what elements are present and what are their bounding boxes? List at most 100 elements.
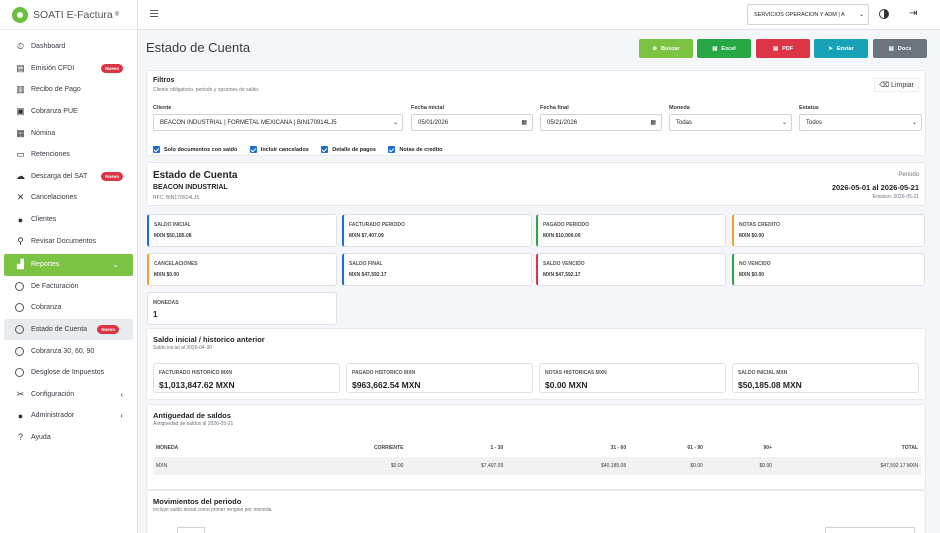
solo-saldo-checkbox[interactable]: Solo documentos con saldo	[153, 146, 237, 153]
antiguedad-subtitle: Antiguedad de saldos al 2026-05-21	[153, 421, 234, 427]
calendar-icon[interactable]: ▦	[650, 120, 656, 126]
column-header: 1 - 30	[490, 445, 504, 451]
sidebar-item-estado-de-cuenta[interactable]: Estado de Cuenta Nuevo	[4, 318, 133, 341]
chk4-label: Notas de credito	[399, 146, 443, 153]
docs-button[interactable]: ▤ Docs	[873, 39, 927, 58]
close-icon: ✕	[16, 192, 25, 203]
sidebar-item-label: Dashboard	[31, 43, 66, 51]
sidebar-item-cancelaciones[interactable]: ✕ Cancelaciones	[0, 187, 137, 209]
checkbox-checked-icon	[153, 146, 160, 153]
circle-icon	[15, 325, 24, 335]
column-header: CORRIENTE	[373, 445, 404, 451]
table-row: MXN $0.00 $7,407.09 $40,185.08 $0.00 $0.00 $47…	[153, 457, 921, 475]
sidebar-item-label: Revisar Documentos	[31, 237, 96, 245]
table-search-input[interactable]	[825, 527, 915, 533]
circle-icon	[15, 281, 24, 291]
filter-checkboxes: Solo documentos con saldo Incluir cancel…	[153, 140, 451, 158]
chevron-left-icon: ‹	[120, 389, 123, 399]
id-card-icon: ▭	[16, 149, 25, 160]
historico-item: NOTAS HISTORICAS MXN $0.00 MXN	[539, 363, 726, 393]
cloud-download-icon: ☁	[16, 170, 25, 181]
logout-icon[interactable]: ⇥	[909, 8, 918, 19]
sidebar: SOATI E-Factura ® ⏲ Dashboard ▤ Emisión CFD…	[0, 0, 138, 533]
column-header: 31 - 60	[610, 445, 627, 451]
menu-toggle-icon[interactable]	[150, 10, 158, 18]
sidebar-item-ayuda[interactable]: ? Ayuda	[0, 427, 137, 449]
kpi-value: MXN $0.00	[739, 233, 765, 239]
sidebar-item-descarga-del-sat[interactable]: ☁ Descarga del SAT Nuevo	[0, 166, 137, 188]
kpi-label: PAGADO PERIODO	[543, 222, 590, 228]
new-badge: Nuevo	[97, 325, 119, 335]
excel-label: Excel	[721, 45, 736, 52]
sidebar-item-configuracion[interactable]: ✂ Configuración ‹	[0, 384, 137, 406]
enviar-label: Enviar	[836, 45, 854, 52]
circle-icon	[15, 346, 24, 356]
sidebar-item-dashboard[interactable]: ⏲ Dashboard	[0, 36, 137, 58]
excel-file-icon: ▤	[712, 45, 718, 52]
sidebar-nav: ⏲ Dashboard ▤ Emisión CFDI Nuevo ▥ Recibo de P…	[0, 30, 137, 448]
sidebar-item-label: Emisión CFDI	[31, 64, 75, 72]
buscar-button[interactable]: ⊚ Buscar	[639, 39, 693, 58]
table-cell: $40,185.08	[601, 463, 627, 469]
statement-title: Estado de Cuenta	[153, 170, 238, 181]
new-badge: Nuevo	[101, 63, 123, 73]
fecha-inicial-input[interactable]: 05/01/2026 ▦	[411, 114, 533, 131]
sidebar-item-desglose-de-impuestos[interactable]: Desglose de Impuestos	[0, 362, 137, 384]
pdf-button[interactable]: ▤ PDF	[756, 39, 810, 58]
calendar-icon[interactable]: ▦	[521, 120, 527, 126]
brand[interactable]: SOATI E-Factura ®	[0, 0, 137, 30]
historico-value: $50,185.08 MXN	[738, 380, 802, 390]
sidebar-item-nomina[interactable]: ▦ Nómina	[0, 122, 137, 144]
notas-credito-checkbox[interactable]: Notas de credito	[388, 146, 443, 153]
fecha-final-input[interactable]: 05/21/2026 ▦	[540, 114, 662, 131]
cash-icon: ▣	[16, 106, 25, 117]
limpiar-button[interactable]: ⌫ Limpiar	[874, 78, 919, 92]
filters-card: Filtros Cliente obligatorio, periodo y o…	[146, 70, 926, 156]
moneda-select[interactable]: Todas ⌄	[669, 114, 792, 131]
brand-name: SOATI E-Factura	[33, 8, 113, 21]
cliente-select[interactable]: BEACON INDUSTRIAL | FORMETAL MEXICANA | …	[153, 114, 403, 131]
sidebar-item-retenciones[interactable]: ▭ Retenciones	[0, 144, 137, 166]
sidebar-item-de-facturacion[interactable]: De Facturación	[0, 276, 137, 298]
fecha-final-value: 05/21/2026	[547, 119, 578, 126]
sidebar-item-label: Ayuda	[31, 433, 51, 441]
historico-label: FACTURADO HISTORICO MXN	[159, 370, 232, 376]
estatus-select[interactable]: Todos ⌄	[799, 114, 922, 131]
excel-button[interactable]: ▤ Excel	[697, 39, 751, 58]
sidebar-item-administrador[interactable]: ● Administrador ‹	[0, 405, 137, 427]
incluir-cancelados-checkbox[interactable]: Incluir cancelados	[249, 146, 309, 153]
sidebar-item-cobranza-pue[interactable]: ▣ Cobranza PUE	[0, 101, 137, 123]
sidebar-item-emision-cfdi[interactable]: ▤ Emisión CFDI Nuevo	[0, 58, 137, 80]
company-select[interactable]: SERVICIOS OPERACION Y ADM | A ⌄	[747, 4, 869, 25]
filters-subtitle: Cliente obligatorio, periodo y opciones …	[153, 87, 260, 93]
theme-toggle-icon[interactable]	[879, 9, 889, 19]
historico-label: NOTAS HISTORICAS MXN	[545, 370, 607, 376]
chk3-label: Detalle de pagos	[332, 146, 376, 153]
sidebar-item-cobranza[interactable]: Cobranza	[0, 297, 137, 319]
detalle-pagos-checkbox[interactable]: Detalle de pagos	[321, 146, 376, 153]
antiguedad-card: Antiguedad de saldos Antiguedad de saldo…	[146, 404, 926, 490]
antiguedad-table: MONEDA CORRIENTE 1 - 30 31 - 60 61 - 90 90+ TO…	[153, 439, 921, 475]
buscar-label: Buscar	[660, 45, 680, 52]
sidebar-item-recibo-de-pago[interactable]: ▥ Recibo de Pago	[0, 79, 137, 101]
sidebar-item-clientes[interactable]: ● Clientes	[0, 209, 137, 231]
sidebar-item-label: Recibo de Pago	[31, 86, 81, 94]
cliente-label: Cliente	[153, 105, 172, 111]
kpi-value: MXN $10,000.00	[543, 233, 581, 239]
movimientos-title: Movimientos del periodo	[153, 497, 242, 506]
kpi-label: SALDO INICIAL	[154, 222, 191, 228]
sidebar-item-revisar-documentos[interactable]: ⚲ Revisar Documentos	[0, 230, 137, 252]
kpi-label: SALDO VENCIDO	[543, 261, 585, 267]
sidebar-item-label: Administrador	[31, 412, 75, 420]
search-icon: ⚲	[17, 235, 24, 246]
page-size-select[interactable]	[177, 527, 205, 533]
sidebar-item-reportes[interactable]: ▟ Reportes ⌄	[4, 253, 133, 276]
movimientos-card: Movimientos del periodo Incluye saldo in…	[146, 490, 926, 533]
enviar-button[interactable]: ➤ Enviar	[814, 39, 868, 58]
sidebar-item-cobranza-30-60-90[interactable]: Cobranza 30, 60, 90	[0, 340, 137, 362]
table-cell: $47,592.17 MXN	[880, 463, 918, 469]
docs-label: Docs	[897, 45, 912, 52]
user-cog-icon: ●	[17, 410, 24, 421]
filters-title: Filtros	[153, 77, 175, 84]
sidebar-item-label: Reportes	[31, 261, 60, 269]
